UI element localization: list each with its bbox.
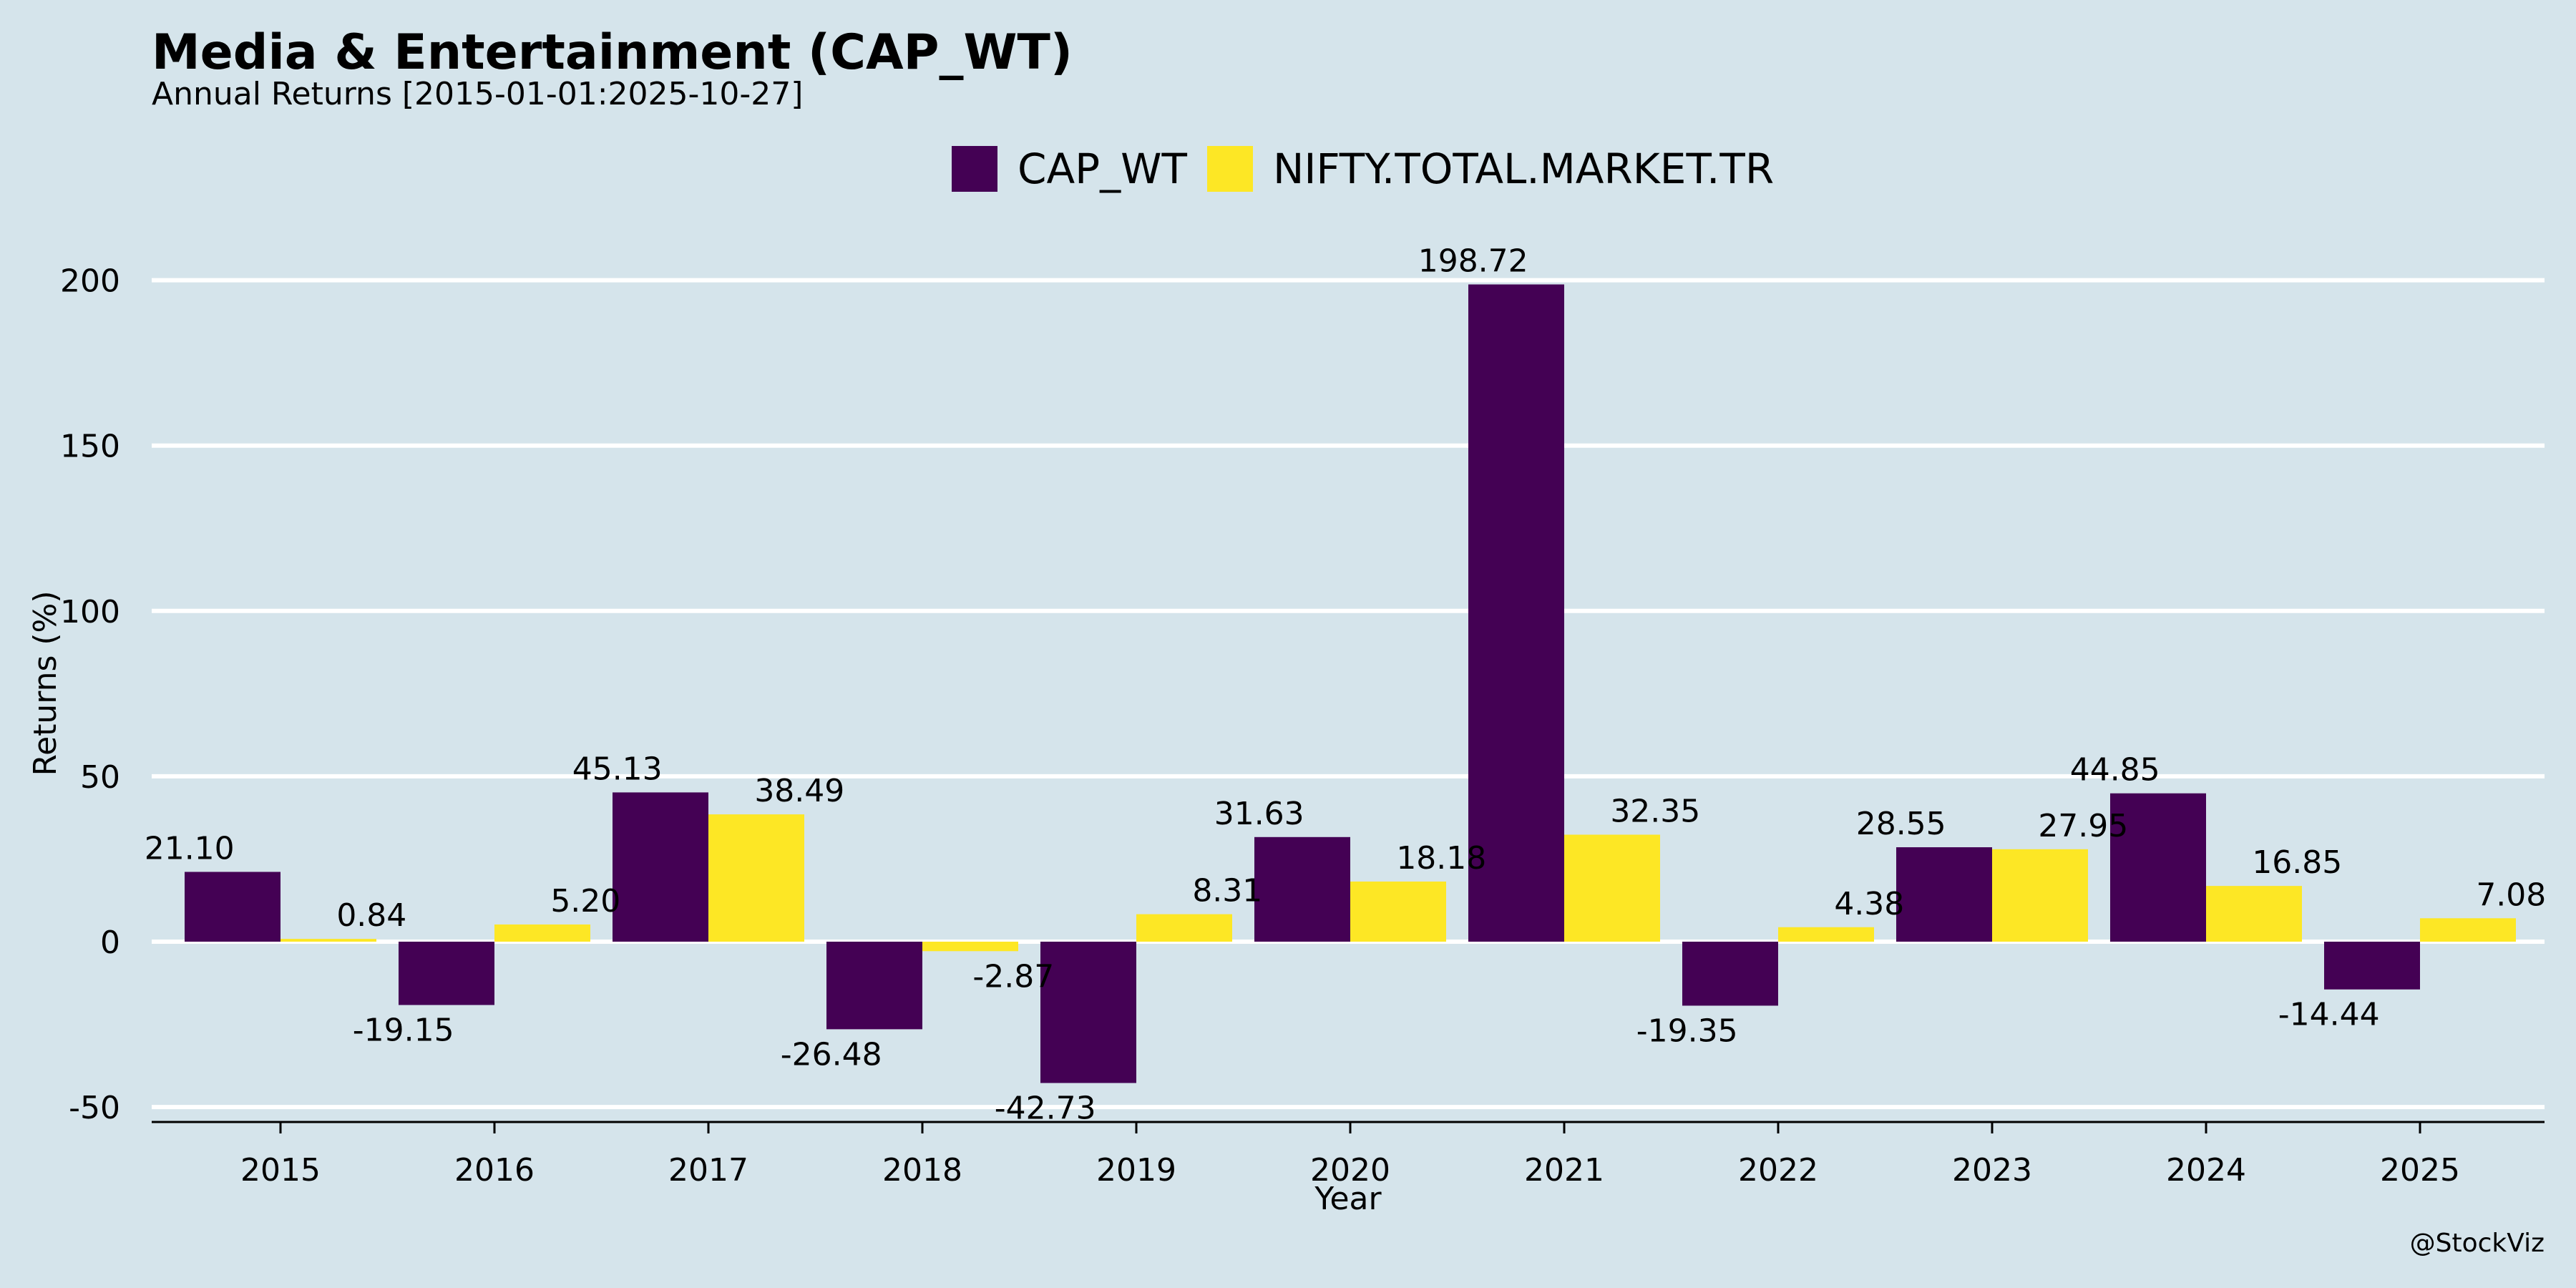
data-label-cap-wt-2024: 44.85 <box>2070 752 2160 789</box>
x-tick-label: 2025 <box>2380 1152 2460 1189</box>
data-label-cap-wt-2016: -19.15 <box>353 1013 454 1049</box>
bar-nifty-2019 <box>1136 914 1232 942</box>
legend-entry-cap-wt: CAP_WT <box>952 145 1187 193</box>
data-label-nifty-2022: 4.38 <box>1834 886 1904 922</box>
legend-label-nifty: NIFTY.TOTAL.MARKET.TR <box>1272 145 1775 193</box>
bar-nifty-2024 <box>2206 886 2302 942</box>
credit-text: @StockViz <box>2409 1229 2545 1258</box>
y-tick-label: 0 <box>100 924 120 961</box>
x-axis-title: Year <box>1314 1181 1382 1217</box>
bar-cap-wt-2024 <box>2110 793 2206 942</box>
x-tick-label: 2024 <box>2166 1152 2246 1189</box>
y-axis-title: Returns (%) <box>27 590 64 776</box>
data-label-nifty-2015: 0.84 <box>336 897 406 934</box>
legend-label-cap-wt: CAP_WT <box>1018 145 1187 193</box>
y-tick-label: 50 <box>80 759 120 796</box>
x-tick-label: 2016 <box>454 1152 535 1189</box>
chart-subtitle: Annual Returns [2015-01-01:2025-10-27] <box>152 76 804 112</box>
x-tick-label: 2019 <box>1096 1152 1176 1189</box>
data-label-nifty-2016: 5.20 <box>550 883 620 919</box>
legend-swatch-cap-wt <box>952 146 997 192</box>
y-tick-label: 200 <box>60 263 120 300</box>
chart-title: Media & Entertainment (CAP_WT) <box>152 24 1073 81</box>
bar-cap-wt-2021 <box>1468 284 1564 942</box>
bar-nifty-2023 <box>1992 849 2088 942</box>
data-label-nifty-2023: 27.95 <box>2038 808 2128 844</box>
legend: CAP_WT NIFTY.TOTAL.MARKET.TR <box>952 145 1794 193</box>
data-label-cap-wt-2017: 45.13 <box>572 751 663 787</box>
bar-nifty-2022 <box>1778 927 1874 942</box>
bar-cap-wt-2016 <box>399 942 494 1005</box>
bar-nifty-2020 <box>1350 881 1446 942</box>
bar-cap-wt-2022 <box>1682 942 1778 1006</box>
bar-nifty-2016 <box>494 924 590 942</box>
data-label-cap-wt-2021: 198.72 <box>1418 243 1528 280</box>
data-label-nifty-2024: 16.85 <box>2252 844 2342 881</box>
bar-cap-wt-2017 <box>613 792 708 942</box>
bar-nifty-2018 <box>922 942 1018 952</box>
x-tick-label: 2021 <box>1524 1152 1604 1189</box>
bar-nifty-2015 <box>280 939 376 942</box>
bar-cap-wt-2018 <box>826 942 922 1030</box>
bar-nifty-2025 <box>2420 918 2516 942</box>
data-label-cap-wt-2020: 31.63 <box>1214 796 1304 832</box>
data-label-cap-wt-2018: -26.48 <box>781 1036 882 1073</box>
y-tick-label: 100 <box>60 594 120 630</box>
data-label-nifty-2020: 18.18 <box>1396 840 1486 877</box>
data-label-nifty-2021: 32.35 <box>1610 793 1700 829</box>
x-tick-label: 2018 <box>882 1152 962 1189</box>
legend-entry-nifty: NIFTY.TOTAL.MARKET.TR <box>1206 145 1775 193</box>
bar-nifty-2017 <box>708 814 804 942</box>
y-tick-label: 150 <box>60 429 120 465</box>
data-label-cap-wt-2019: -42.73 <box>995 1090 1096 1126</box>
data-label-cap-wt-2015: 21.10 <box>145 830 235 867</box>
bar-cap-wt-2023 <box>1896 847 1992 942</box>
data-label-nifty-2019: 8.31 <box>1192 873 1262 909</box>
data-label-cap-wt-2022: -19.35 <box>1636 1013 1738 1049</box>
bar-cap-wt-2015 <box>185 872 280 942</box>
x-tick-label: 2015 <box>240 1152 321 1189</box>
data-label-cap-wt-2025: -14.44 <box>2278 997 2380 1033</box>
legend-swatch-nifty <box>1206 146 1253 192</box>
data-label-nifty-2017: 38.49 <box>754 773 844 809</box>
y-tick-label: -50 <box>69 1090 120 1126</box>
bar-cap-wt-2019 <box>1040 942 1136 1083</box>
x-tick-label: 2017 <box>668 1152 748 1189</box>
data-label-nifty-2025: 7.08 <box>2476 877 2546 913</box>
x-tick-label: 2022 <box>1738 1152 1818 1189</box>
x-tick-label: 2020 <box>1310 1152 1390 1189</box>
bar-cap-wt-2025 <box>2324 942 2420 990</box>
bar-cap-wt-2020 <box>1254 836 1350 942</box>
data-label-cap-wt-2023: 28.55 <box>1856 806 1946 842</box>
data-label-nifty-2018: -2.87 <box>972 958 1054 995</box>
bar-nifty-2021 <box>1564 834 1660 942</box>
x-tick-label: 2023 <box>1952 1152 2032 1189</box>
